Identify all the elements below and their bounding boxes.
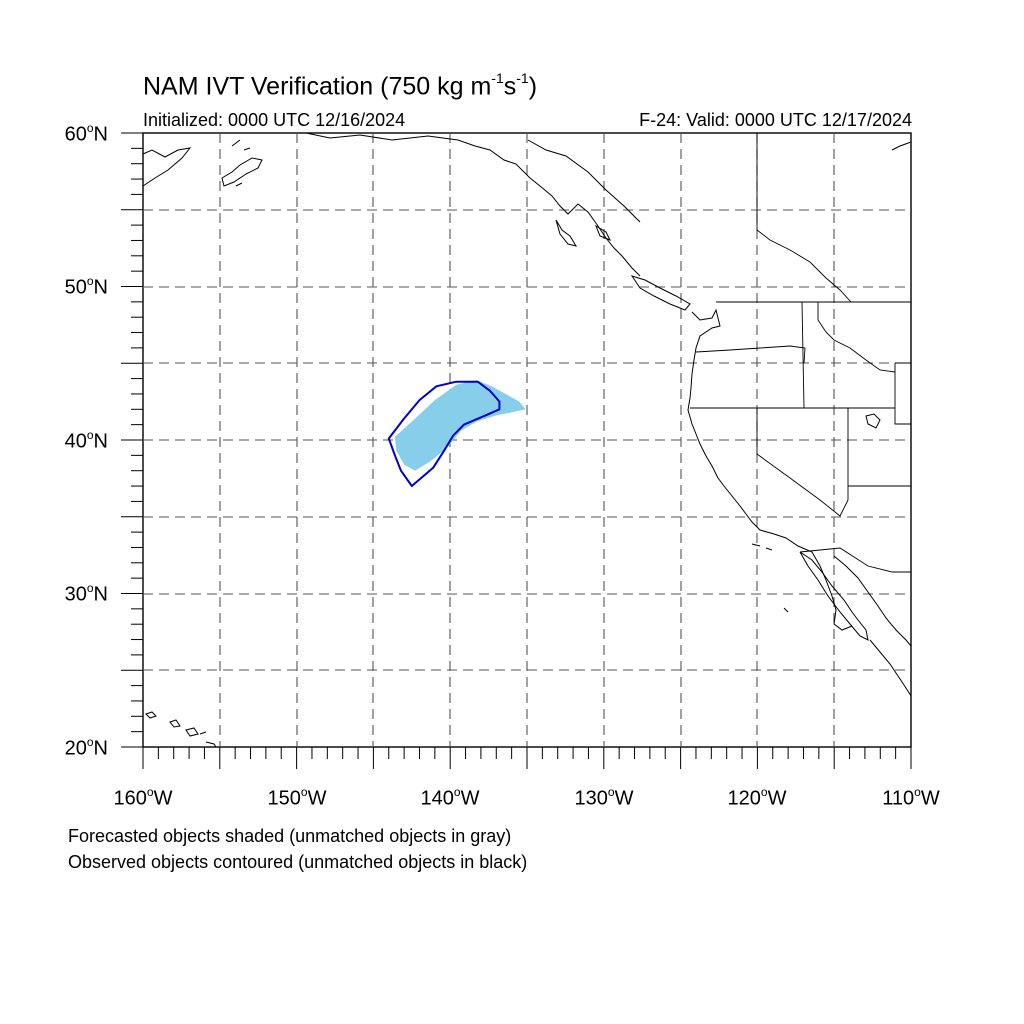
hawaii-islands	[145, 711, 217, 748]
lon-label-140w: 140oW	[420, 785, 480, 810]
baja-california	[799, 551, 869, 641]
us-mexico-border	[799, 547, 911, 573]
gulf-of-california-mainland	[833, 555, 912, 647]
lon-label-160w: 160oW	[113, 785, 173, 810]
pacific-northwest-coast	[687, 308, 853, 631]
lat-label-40n: 40oN	[64, 428, 108, 453]
alaska-southwest-coast	[221, 157, 263, 187]
alaska-coastline	[142, 147, 192, 187]
lon-label-110w: 110oW	[882, 785, 940, 810]
forecast-footnote: Forecasted objects shaded (unmatched obj…	[68, 826, 512, 846]
axis-ticks	[121, 132, 912, 769]
coastlines	[142, 132, 912, 748]
forecast-object-shaded	[394, 380, 526, 471]
lon-label-120w: 120oW	[727, 785, 787, 810]
southeast-alaska-islands	[555, 219, 612, 247]
channel-islands	[751, 543, 789, 613]
canada-us-border-alaska	[527, 139, 641, 223]
vancouver-island	[630, 275, 691, 311]
graticule	[143, 133, 911, 747]
british-columbia-interior	[756, 133, 852, 303]
valid-time: F-24: Valid: 0000 UTC 12/17/2024	[639, 110, 912, 130]
ivt-objects	[387, 380, 526, 487]
lat-label-50n: 50oN	[64, 274, 108, 299]
gulf-of-alaska-coast	[305, 132, 641, 277]
lat-label-30n: 30oN	[64, 581, 108, 606]
observed-object-contour	[387, 380, 501, 487]
initialized-time: Initialized: 0000 UTC 12/16/2024	[143, 110, 406, 130]
figure-title: NAM IVT Verification (750 kg m-1s-1)	[143, 70, 538, 101]
washington-oregon-border	[695, 345, 806, 364]
lon-label-150w: 150oW	[267, 785, 327, 810]
mexico-pacific-coast	[869, 639, 912, 697]
idaho-border	[801, 301, 896, 409]
wyoming-border	[894, 362, 911, 425]
lat-label-60n: 60oN	[64, 121, 108, 146]
alaska-islands	[231, 139, 251, 187]
lon-label-130w: 130oW	[574, 785, 634, 810]
political-borders	[690, 133, 911, 573]
observed-footnote: Observed objects contoured (unmatched ob…	[68, 852, 528, 872]
hudson-bay-edge	[891, 141, 912, 151]
great-salt-lake	[865, 413, 881, 429]
lat-label-20n: 20oN	[64, 735, 108, 760]
nevada-border	[756, 408, 849, 517]
